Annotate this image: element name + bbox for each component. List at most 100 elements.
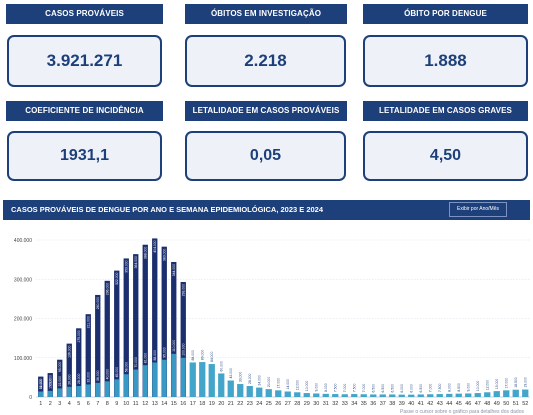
bar-2023 xyxy=(493,391,500,397)
x-tick-label: 30 xyxy=(313,401,319,407)
bar-2023 xyxy=(436,394,443,397)
bar-2023 xyxy=(227,380,234,397)
x-tick-label: 45 xyxy=(456,401,462,407)
bar-2023 xyxy=(237,384,244,397)
y-tick-label: 100.000 xyxy=(14,356,32,362)
data-label-2024: 52.000 xyxy=(39,378,43,388)
data-label-2024: 95.000 xyxy=(58,362,62,372)
bar-2023 xyxy=(332,394,339,397)
bar-2023 xyxy=(303,393,310,397)
data-label-2023: 45.000 xyxy=(115,367,119,377)
x-tick-label: 37 xyxy=(380,401,386,407)
data-label-2023: 42.000 xyxy=(229,368,233,378)
bar-2024 xyxy=(180,281,186,397)
data-label-2024: 211.000 xyxy=(86,316,90,328)
bar-2024 xyxy=(161,246,167,397)
bar-2023 xyxy=(256,387,263,397)
x-tick-label: 43 xyxy=(437,401,443,407)
data-label-2023: 19.000 xyxy=(523,377,527,387)
x-tick-label: 8 xyxy=(106,401,109,407)
data-label-2023: 81.000 xyxy=(143,353,147,363)
x-tick-label: 42 xyxy=(427,401,433,407)
x-tick-label: 21 xyxy=(228,401,234,407)
x-tick-label: 33 xyxy=(342,401,348,407)
bar-2023 xyxy=(512,389,519,397)
x-tick-label: 52 xyxy=(522,401,528,407)
bar-2024 xyxy=(95,294,101,397)
data-label-2023: 24.000 xyxy=(257,375,261,385)
kpi-label-casos-provaveis: CASOS PROVÁVEIS xyxy=(6,4,163,24)
x-tick-label: 16 xyxy=(180,401,186,407)
x-tick-label: 48 xyxy=(484,401,490,407)
x-tick-label: 47 xyxy=(475,401,481,407)
bar-2023 xyxy=(66,386,72,397)
kpi-label-letalidade-provaveis: LETALIDADE EM CASOS PROVÁVEIS xyxy=(185,101,347,121)
bar-2023 xyxy=(360,394,367,397)
data-label-2023: 17.000 xyxy=(276,378,280,388)
bar-2023 xyxy=(370,394,377,397)
kpi-value-coef-incidencia: 1931,1 xyxy=(7,131,162,181)
data-label-2023: 15.000 xyxy=(495,379,499,389)
y-tick-label: 200.000 xyxy=(14,317,32,323)
data-label-2023: 28.000 xyxy=(77,374,81,384)
data-label-2024: 353.000 xyxy=(124,260,128,272)
bar-2024 xyxy=(85,314,91,397)
bar-2023 xyxy=(446,393,453,397)
x-tick-label: 6 xyxy=(87,401,90,407)
data-label-2023: 32.000 xyxy=(86,372,90,382)
x-tick-label: 11 xyxy=(133,401,139,407)
bar-2023 xyxy=(114,379,120,397)
x-tick-label: 22 xyxy=(237,401,243,407)
data-label-2023: 12.000 xyxy=(485,380,489,390)
x-tick-label: 13 xyxy=(152,401,158,407)
bar-2024 xyxy=(123,258,129,397)
bar-2023 xyxy=(322,393,329,397)
data-label-2023: 88.000 xyxy=(191,350,195,360)
data-label-2023: 7.500 xyxy=(333,383,337,392)
data-label-2023: 6.500 xyxy=(371,384,375,393)
data-label-2024: 364.000 xyxy=(134,256,138,268)
x-tick-label: 10 xyxy=(123,401,129,407)
bar-2023 xyxy=(284,391,291,397)
bar-2023 xyxy=(313,393,320,397)
data-label-2023: 9.000 xyxy=(314,383,318,392)
x-tick-label: 36 xyxy=(370,401,376,407)
bar-2023 xyxy=(417,394,424,397)
bar-2023 xyxy=(180,357,186,397)
bar-2023 xyxy=(76,386,82,397)
kpi-value-obito-dengue: 1.888 xyxy=(363,35,528,87)
x-tick-label: 5 xyxy=(77,401,80,407)
bar-2024 xyxy=(66,343,72,397)
data-label-2023: 7.500 xyxy=(352,383,356,392)
x-tick-label: 28 xyxy=(294,401,300,407)
bar-2023 xyxy=(398,394,405,397)
x-tick-label: 40 xyxy=(408,401,414,407)
bar-2023 xyxy=(208,364,215,397)
data-label-2023: 58.000 xyxy=(124,362,128,372)
x-tick-label: 38 xyxy=(389,401,395,407)
data-label-2024: 61.000 xyxy=(48,375,52,385)
toggle-year-month-button[interactable]: Exibir por Ano/Mês xyxy=(449,202,507,217)
data-label-2023: 36.000 xyxy=(96,370,100,380)
data-label-2024: 388.000 xyxy=(143,247,147,259)
x-tick-label: 15 xyxy=(171,401,177,407)
bar-2023 xyxy=(133,369,139,397)
bar-2023 xyxy=(474,393,481,397)
data-label-2023: 14.000 xyxy=(39,379,43,389)
data-label-2023: 7.000 xyxy=(343,384,347,393)
weekly-cases-chart[interactable]: 0100.000200.000300.000400.00052.00014.00… xyxy=(0,222,533,415)
data-label-2023: 33.000 xyxy=(238,372,242,382)
data-label-2023: 6.500 xyxy=(419,384,423,393)
data-label-2024: 344.000 xyxy=(172,264,176,276)
bar-2024 xyxy=(152,238,158,397)
bar-2023 xyxy=(199,362,206,397)
data-label-2023: 95.000 xyxy=(162,347,166,357)
x-tick-label: 31 xyxy=(323,401,329,407)
data-label-2023: 7.500 xyxy=(438,383,442,392)
bar-2023 xyxy=(152,362,158,397)
y-tick-label: 300.000 xyxy=(14,277,32,283)
data-label-2023: 15.600 xyxy=(48,378,52,388)
data-label-2023: 60.000 xyxy=(219,361,223,371)
bar-2024 xyxy=(57,359,63,397)
x-tick-label: 25 xyxy=(266,401,272,407)
